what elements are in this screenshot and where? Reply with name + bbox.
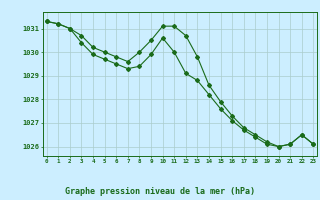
- Text: Graphe pression niveau de la mer (hPa): Graphe pression niveau de la mer (hPa): [65, 187, 255, 196]
